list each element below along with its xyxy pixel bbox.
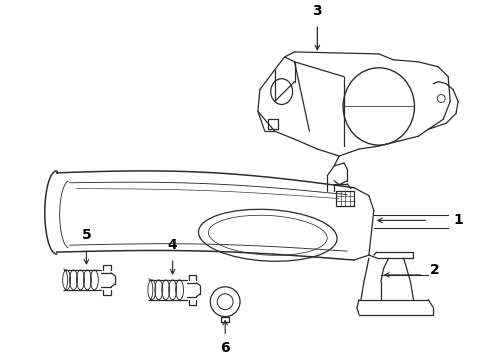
Text: 3: 3: [313, 4, 322, 18]
Text: 5: 5: [81, 228, 91, 242]
Text: 1: 1: [453, 213, 463, 228]
Text: 4: 4: [168, 238, 177, 252]
Text: 2: 2: [430, 263, 440, 277]
Text: 6: 6: [220, 341, 230, 355]
